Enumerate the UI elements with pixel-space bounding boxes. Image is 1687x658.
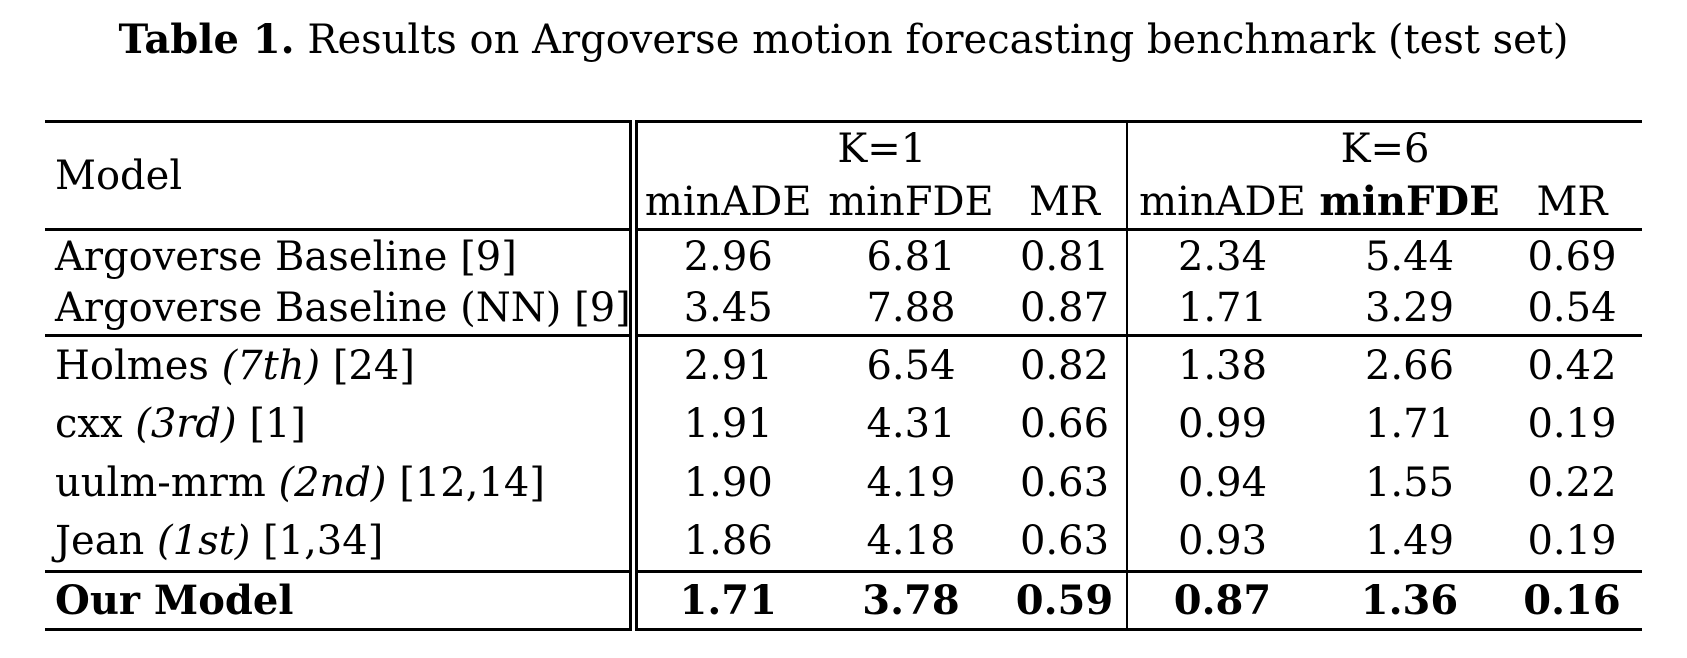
value-cell: 2.34 (1177, 233, 1268, 280)
k6-group-header: K=6 (1340, 126, 1430, 173)
value-cell: 2.96 (683, 233, 773, 280)
header-sub-row: minADE minFDE MR minADE minFDE MR (45, 175, 1642, 231)
model-cell: Argoverse Baseline (NN) [9] (45, 282, 638, 337)
k1-minfde-header: minFDE (819, 175, 1003, 231)
header-group-row: Model K=1 K=6 (45, 121, 1642, 231)
caption-label: Table 1. (118, 16, 295, 63)
model-cell: Argoverse Baseline [9] (45, 229, 638, 283)
model-ref: [9] (574, 285, 631, 332)
model-rank: (2nd) (278, 460, 387, 506)
value-cell: 6.81 (866, 233, 956, 280)
value-cell: 0.82 (1003, 335, 1128, 395)
model-rank: (3rd) (135, 401, 237, 447)
table-row: cxx (3rd) [1] 1.91 4.31 0.66 0.99 1.71 0… (45, 394, 1642, 454)
model-cell: Our Model (45, 571, 638, 630)
model-cell: Holmes (7th) [24] (45, 335, 638, 395)
value-cell: 1.49 (1317, 512, 1502, 573)
model-ref: [9] (460, 233, 517, 280)
value-cell: 0.54 (1502, 282, 1642, 337)
k6-minfde-header: minFDE (1317, 175, 1502, 231)
value-cell: 1.36 (1360, 577, 1459, 624)
value-cell: 1.91 (683, 401, 773, 447)
model-rank: (7th) (221, 342, 321, 389)
value-cell: 6.54 (866, 342, 956, 389)
value-cell: 0.66 (1003, 394, 1128, 454)
model-name: cxx (55, 401, 123, 447)
value-cell: 5.44 (1364, 233, 1455, 280)
value-cell: 0.87 (1173, 577, 1272, 624)
value-cell: 1.55 (1364, 460, 1455, 506)
k6-mr-header: MR (1502, 175, 1642, 231)
model-ref: [12,14] (399, 460, 545, 506)
table-row: Argoverse Baseline [9] 2.96 6.81 0.81 2.… (45, 229, 1642, 283)
model-name: Jean (55, 518, 145, 565)
model-ref: [1] (249, 401, 307, 447)
value-cell: 2.66 (1364, 342, 1455, 389)
k1-minade-header: minADE (633, 175, 819, 231)
model-name: Argoverse Baseline (55, 233, 448, 280)
value-cell: 1.71 (679, 577, 777, 624)
value-cell: 0.63 (1003, 453, 1128, 513)
value-cell: 0.59 (1003, 571, 1128, 630)
model-column-header: Model (45, 121, 638, 231)
value-cell: 1.38 (1177, 342, 1268, 389)
table-row-our-model: Our Model 1.71 3.78 0.59 0.87 1.36 0.16 (45, 571, 1642, 630)
model-name: Our Model (55, 577, 294, 624)
model-rank: (1st) (157, 518, 251, 565)
model-ref: [24] (332, 342, 415, 389)
value-cell: 3.29 (1317, 282, 1502, 337)
model-name: Holmes (55, 342, 209, 389)
value-cell: 7.88 (819, 282, 1003, 337)
value-cell: 0.16 (1523, 577, 1621, 624)
model-name: Argoverse Baseline (NN) (55, 285, 562, 332)
results-table: Model K=1 K=6 minADE minFDE MR minADE mi… (45, 120, 1642, 631)
value-cell: 0.81 (1003, 229, 1128, 283)
value-cell: 4.19 (866, 460, 956, 506)
model-name: uulm-mrm (55, 460, 266, 506)
value-cell: 0.63 (1003, 512, 1128, 573)
value-cell: 3.45 (633, 282, 819, 337)
table-row: Holmes (7th) [24] 2.91 6.54 0.82 1.38 2.… (45, 335, 1642, 395)
table-row: Jean (1st) [1,34] 1.86 4.18 0.63 0.93 1.… (45, 512, 1642, 573)
value-cell: 0.69 (1527, 233, 1617, 280)
caption-text: Results on Argoverse motion forecasting … (307, 17, 1569, 63)
value-cell: 4.31 (866, 401, 956, 447)
k6-minade-header: minADE (1127, 175, 1317, 231)
table-row: uulm-mrm (2nd) [12,14] 1.90 4.19 0.63 0.… (45, 453, 1642, 513)
value-cell: 2.91 (683, 342, 773, 389)
value-cell: 0.99 (1177, 401, 1268, 447)
model-ref: [1,34] (263, 518, 384, 565)
k1-group-header: K=1 (633, 121, 1128, 176)
value-cell: 0.87 (1003, 282, 1128, 337)
value-cell: 0.19 (1527, 401, 1617, 447)
k1-mr-header: MR (1003, 175, 1128, 231)
value-cell: 0.22 (1527, 460, 1617, 506)
model-cell: Jean (1st) [1,34] (45, 512, 638, 573)
table-row: Argoverse Baseline (NN) [9] 3.45 7.88 0.… (45, 282, 1642, 337)
value-cell: 0.19 (1502, 512, 1642, 573)
value-cell: 3.78 (862, 577, 960, 624)
value-cell: 0.94 (1177, 460, 1268, 506)
table-caption: Table 1. Results on Argoverse motion for… (0, 16, 1687, 63)
value-cell: 1.90 (683, 460, 773, 506)
model-cell: uulm-mrm (2nd) [12,14] (45, 453, 638, 513)
value-cell: 1.86 (633, 512, 819, 573)
model-cell: cxx (3rd) [1] (45, 394, 638, 454)
value-cell: 0.93 (1127, 512, 1317, 573)
value-cell: 0.42 (1527, 342, 1617, 389)
value-cell: 1.71 (1127, 282, 1317, 337)
value-cell: 1.71 (1364, 401, 1455, 447)
value-cell: 4.18 (819, 512, 1003, 573)
